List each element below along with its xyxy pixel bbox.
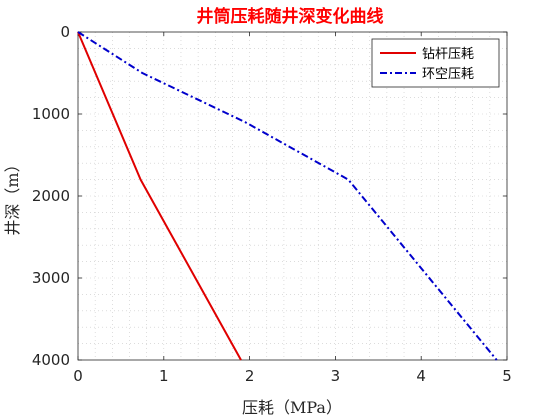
x-tick-label: 3 (331, 367, 341, 385)
x-axis-label: 压耗（MPa） (242, 398, 342, 417)
x-tick-label: 1 (159, 367, 169, 385)
y-tick-label: 4000 (32, 351, 70, 369)
chart-title: 井筒压耗随井深变化曲线 (197, 6, 384, 27)
y-tick-label: 1000 (32, 105, 70, 123)
y-tick-label: 2000 (32, 187, 70, 205)
grid (78, 32, 507, 360)
legend-box (371, 38, 500, 88)
series-line-2 (77, 31, 498, 361)
y-axis-label: 井深（m） (3, 156, 22, 235)
legend-label-1: 钻杆压耗 (422, 47, 474, 62)
x-tick-label: 4 (416, 367, 426, 385)
y-tick-label: 3000 (32, 269, 70, 287)
axis-ticks: 0 1 2 3 4 5 0 1000 2000 3000 4000 (32, 23, 512, 385)
x-tick-label: 5 (502, 367, 512, 385)
legend-label-2: 环空压耗 (422, 67, 474, 82)
x-tick-label: 0 (73, 367, 83, 385)
series-line-1 (77, 31, 242, 361)
series-layer (77, 31, 498, 361)
x-tick-label: 2 (245, 367, 255, 385)
y-tick-label: 0 (60, 23, 70, 41)
